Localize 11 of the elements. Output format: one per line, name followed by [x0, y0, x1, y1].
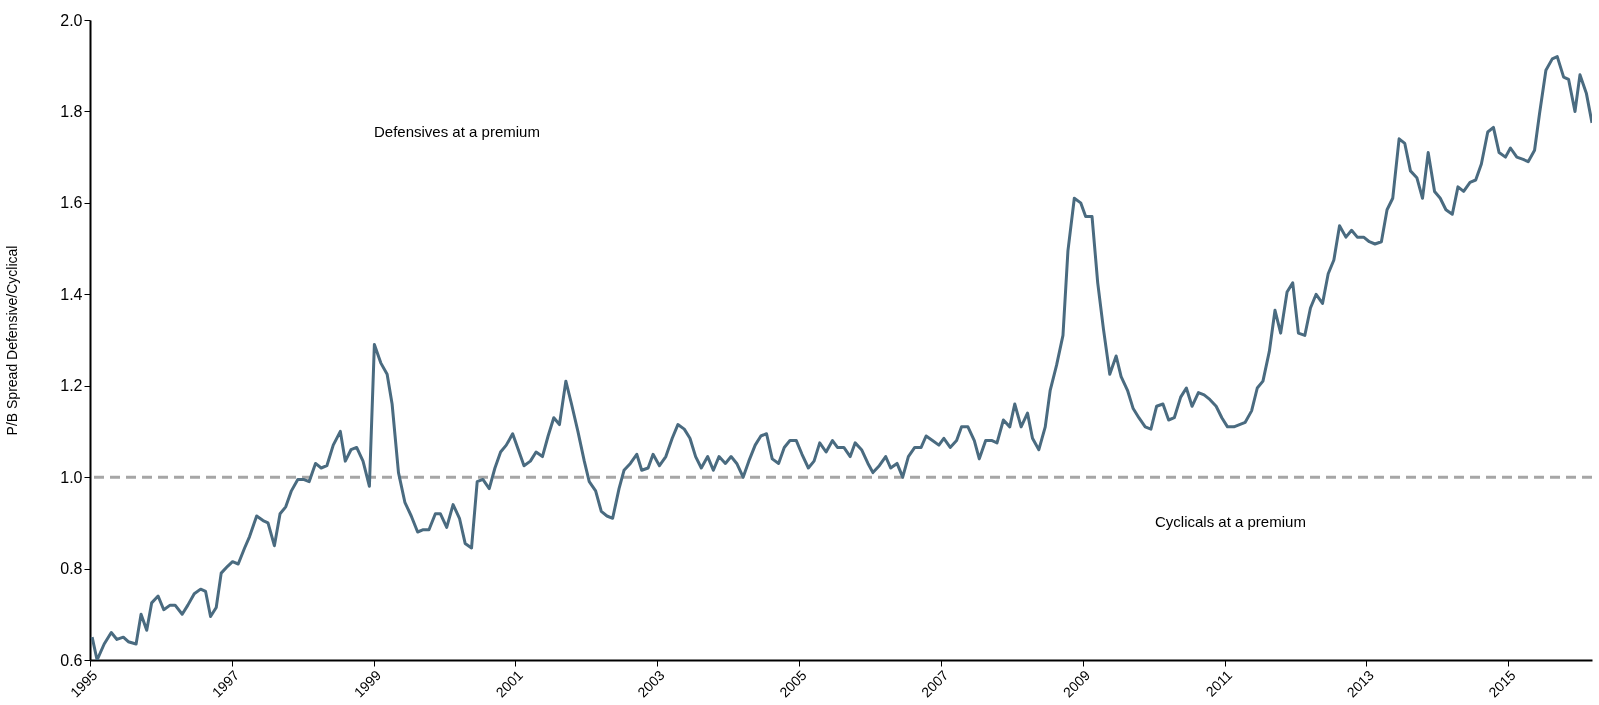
y-tick-label: 1.2	[60, 377, 83, 395]
y-tick-label: 2.0	[60, 11, 83, 29]
annotation: Defensives at a premium	[374, 122, 540, 140]
y-tick-label: 1.8	[60, 102, 83, 120]
y-tick-label: 0.6	[60, 651, 83, 669]
annotation: Cyclicals at a premium	[1155, 513, 1306, 531]
y-axis-title: P/B Spread Defensive/Cyclical	[4, 245, 21, 436]
y-tick-label: 1.4	[60, 285, 83, 303]
y-tick-label: 1.0	[60, 468, 83, 486]
y-tick-label: 0.8	[60, 560, 83, 578]
y-tick-label: 1.6	[60, 194, 83, 212]
